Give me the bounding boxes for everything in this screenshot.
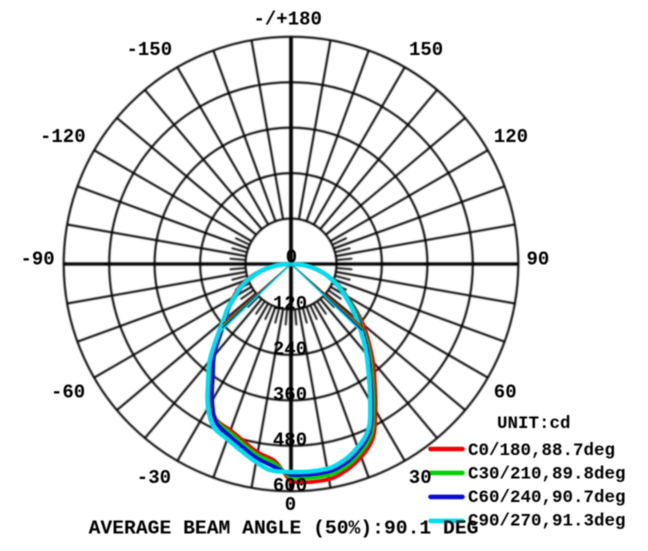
svg-text:-120: -120 <box>40 126 86 148</box>
svg-text:-90: -90 <box>21 248 55 270</box>
svg-text:90: 90 <box>527 249 550 271</box>
svg-text:0: 0 <box>285 494 296 516</box>
svg-text:600: 600 <box>273 475 307 497</box>
svg-text:C30/210,89.8deg: C30/210,89.8deg <box>468 465 626 485</box>
svg-text:150: 150 <box>409 39 443 61</box>
svg-text:UNIT:cd: UNIT:cd <box>497 414 571 434</box>
svg-text:C60/240,90.7deg: C60/240,90.7deg <box>468 488 626 508</box>
svg-text:0: 0 <box>286 247 297 269</box>
svg-text:240: 240 <box>273 339 307 361</box>
svg-text:-60: -60 <box>51 382 85 404</box>
svg-text:AVERAGE BEAM ANGLE (50%):90.1: AVERAGE BEAM ANGLE (50%):90.1 DEG <box>89 518 479 540</box>
svg-text:120: 120 <box>273 293 307 315</box>
svg-text:-30: -30 <box>137 467 171 489</box>
svg-text:480: 480 <box>273 430 307 452</box>
svg-text:-150: -150 <box>127 39 173 61</box>
svg-text:30: 30 <box>409 467 432 489</box>
svg-text:C0/180,88.7deg: C0/180,88.7deg <box>468 441 615 461</box>
svg-text:60: 60 <box>494 382 517 404</box>
svg-text:-/+180: -/+180 <box>254 9 322 31</box>
svg-text:C90/270,91.3deg: C90/270,91.3deg <box>468 512 626 532</box>
svg-text:360: 360 <box>273 384 307 406</box>
svg-text:120: 120 <box>494 126 528 148</box>
